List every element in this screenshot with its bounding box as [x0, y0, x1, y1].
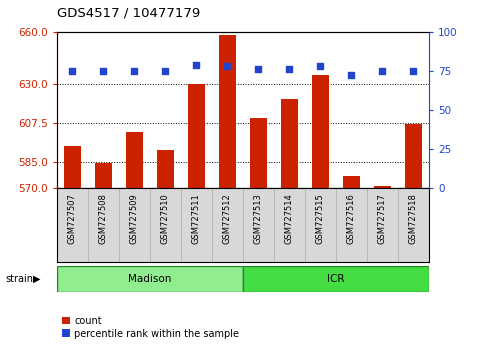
Text: strain: strain	[5, 274, 33, 284]
Point	[68, 68, 76, 74]
Bar	[219, 35, 236, 188]
Point	[410, 68, 418, 74]
Point	[161, 68, 169, 74]
Text: Madison: Madison	[128, 274, 172, 284]
Point	[192, 62, 200, 67]
Text: GSM727514: GSM727514	[285, 194, 294, 244]
Point	[254, 67, 262, 72]
Text: GSM727510: GSM727510	[161, 194, 170, 244]
FancyBboxPatch shape	[243, 266, 429, 292]
Point	[99, 68, 107, 74]
Bar	[157, 149, 174, 188]
Bar	[405, 124, 422, 188]
Bar	[343, 176, 360, 188]
Bar	[250, 118, 267, 188]
Text: GSM727512: GSM727512	[223, 194, 232, 244]
Text: GSM727516: GSM727516	[347, 194, 356, 245]
Text: ▶: ▶	[33, 274, 41, 284]
Point	[285, 67, 293, 72]
Text: GSM727511: GSM727511	[192, 194, 201, 244]
Text: GSM727509: GSM727509	[130, 194, 139, 244]
Legend: count, percentile rank within the sample: count, percentile rank within the sample	[62, 316, 239, 338]
Bar	[64, 146, 81, 188]
Bar	[95, 164, 112, 188]
Point	[379, 68, 387, 74]
Text: GSM727515: GSM727515	[316, 194, 325, 244]
Text: GSM727513: GSM727513	[254, 194, 263, 245]
Point	[130, 68, 138, 74]
Text: GSM727508: GSM727508	[99, 194, 108, 245]
Text: GDS4517 / 10477179: GDS4517 / 10477179	[57, 6, 200, 19]
Text: GSM727507: GSM727507	[68, 194, 77, 245]
FancyBboxPatch shape	[57, 266, 243, 292]
Bar	[281, 99, 298, 188]
Text: GSM727517: GSM727517	[378, 194, 387, 245]
Bar	[312, 75, 329, 188]
Text: GSM727518: GSM727518	[409, 194, 418, 245]
Point	[317, 63, 324, 69]
Point	[348, 73, 355, 78]
Bar	[374, 186, 391, 188]
Bar	[188, 84, 205, 188]
Text: ICR: ICR	[327, 274, 345, 284]
Bar	[126, 132, 143, 188]
Point	[223, 63, 231, 69]
